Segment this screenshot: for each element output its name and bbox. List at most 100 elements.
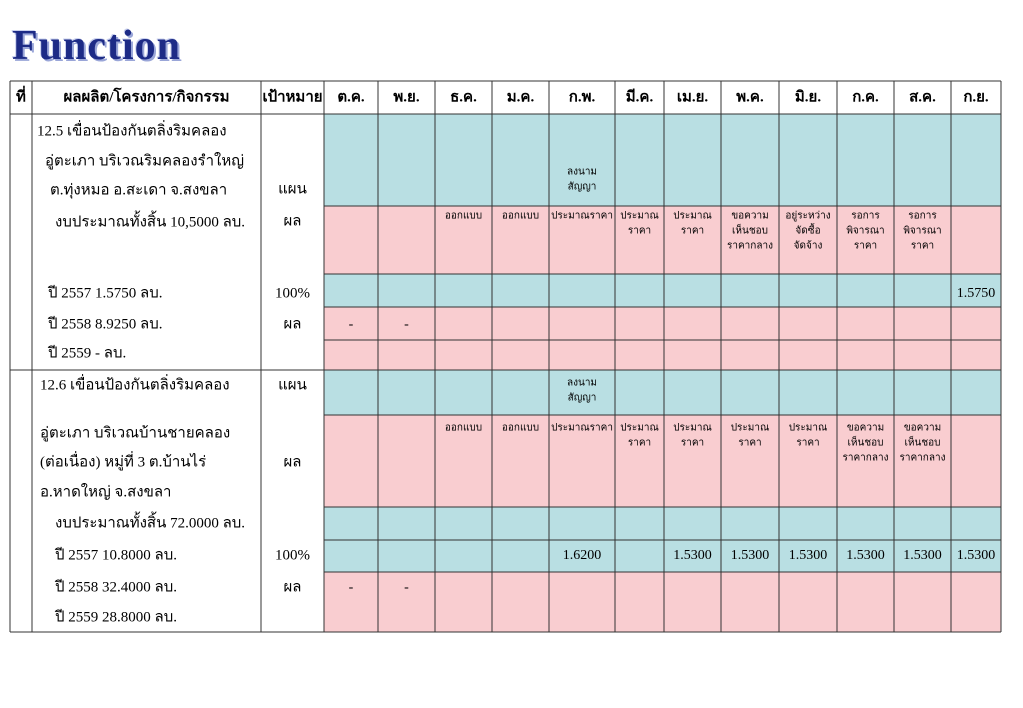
column-header: เม.ย. [677, 89, 709, 105]
activity-line: อู่ตะเภา บริเวณริมคลองรำใหญ่ [45, 151, 244, 169]
activity-line: 12.5 เขื่อนป้องกันตลิ่งริมคลอง [37, 119, 227, 139]
month-cell: 1.5300 [903, 548, 942, 563]
target: ผล [284, 454, 302, 470]
column-header: ก.พ. [569, 89, 596, 105]
column-header: ก.ย. [963, 89, 989, 105]
month-cell: ประมาณ [673, 210, 712, 221]
cell-band [324, 307, 1001, 370]
month-cell: ออกแบบ [445, 210, 482, 221]
month-cell: 1.6200 [563, 548, 602, 563]
month-cell: พิจารณา [846, 225, 884, 236]
month-cell: 1.5750 [957, 286, 996, 301]
month-cell: ออกแบบ [445, 422, 482, 433]
column-header: พ.ค. [736, 89, 764, 105]
target: ผล [284, 213, 302, 229]
month-cell: 1.5300 [846, 548, 885, 563]
month-cell: ลงนาม [567, 377, 597, 388]
month-cell: เห็นชอบ [848, 434, 884, 448]
month-cell: ลงนาม [567, 166, 597, 177]
month-cell: ประมาณ [620, 210, 659, 221]
month-cell: ราคากลาง [727, 240, 773, 251]
month-cell: จัดซื้อ [795, 222, 820, 236]
activity-line: งบประมาณทั้งสิ้น 10,5000 ลบ. [55, 210, 245, 230]
month-cell: จัดจ้าง [794, 239, 823, 251]
month-cell: ราคา [681, 437, 704, 448]
month-cell: พิจารณา [903, 225, 941, 236]
month-cell: เห็นชอบ [905, 434, 941, 448]
target: ผล [284, 316, 302, 332]
month-cell: ขอความ [847, 422, 884, 433]
month-cell: - [404, 317, 409, 332]
month-cell: - [404, 580, 409, 595]
cell-band [324, 572, 1001, 632]
activity-line: (ต่อเนื่อง) หมู่ที่ 3 ต.บ้านไร่ [40, 450, 206, 470]
cell-band [324, 415, 1001, 507]
cell-band [324, 114, 1001, 206]
activity-line: ปี 2559 - ลบ. [47, 344, 126, 361]
month-cell: ออกแบบ [502, 422, 539, 433]
activity-line: ปี 2558 8.9250 ลบ. [47, 315, 162, 332]
column-header: ที่ [16, 85, 26, 105]
month-cell: 1.5300 [731, 548, 770, 563]
month-cell: ประมาณ [789, 422, 828, 433]
column-header: ต.ค. [337, 89, 365, 105]
month-cell: ราคากลาง [843, 452, 889, 463]
month-cell: ราคา [628, 437, 651, 448]
month-cell: ประมาณ [673, 422, 712, 433]
month-cell: เห็นชอบ [732, 222, 768, 236]
cell-band [324, 274, 1001, 307]
activity-line: งบประมาณทั้งสิ้น 72.0000 ลบ. [55, 511, 245, 531]
activity-line: ต.ทุ่งหมอ อ.สะเดา จ.สงขลา [50, 182, 227, 199]
target: 100% [275, 547, 310, 563]
month-cell: รอการ [908, 210, 937, 221]
activity-line: ปี 2557 10.8000 ลบ. [54, 546, 177, 563]
month-cell: ราคา [911, 240, 934, 251]
month-cell: ประมาณราคา [551, 422, 613, 433]
month-cell: ออกแบบ [502, 210, 539, 221]
month-cell: สัญญา [568, 392, 597, 403]
month-cell: ราคา [681, 225, 704, 236]
column-header: มิ.ย. [795, 87, 821, 105]
month-cell: ราคากลาง [900, 452, 946, 463]
month-cell: ขอความ [904, 422, 941, 433]
month-cell: ประมาณราคา [551, 210, 613, 221]
column-header: ธ.ค. [450, 89, 477, 105]
activity-line: 12.6 เขื่อนป้องกันตลิ่งริมคลอง [40, 373, 230, 393]
cell-band [324, 206, 1001, 274]
column-header: ผลผลิต/โครงการ/กิจกรรม [63, 86, 229, 105]
month-cell: ราคา [796, 437, 819, 448]
activity-line: อ.หาดใหญ่ จ.สงขลา [40, 482, 171, 500]
month-cell: สัญญา [568, 181, 597, 192]
page-title: Function [12, 23, 182, 69]
cell-band [324, 370, 1001, 415]
target: 100% [275, 285, 310, 301]
month-cell: 1.5300 [789, 548, 828, 563]
month-cell: ราคา [628, 225, 651, 236]
month-cell: ราคา [854, 240, 877, 251]
activity-line: ปี 2557 1.5750 ลบ. [47, 284, 162, 301]
month-cell: - [349, 317, 354, 332]
column-header: มี.ค. [626, 88, 654, 105]
month-cell: อยู่ระหว่าง [785, 210, 830, 221]
target: แผน [278, 377, 307, 393]
activity-line: ปี 2559 28.8000 ลบ. [54, 608, 177, 625]
month-cell: ประมาณ [620, 422, 659, 433]
column-header: ม.ค. [507, 89, 535, 105]
month-cell: 1.5300 [957, 548, 996, 563]
target: แผน [278, 181, 307, 197]
column-header: พ.ย. [393, 89, 419, 105]
column-header: ส.ค. [909, 89, 936, 105]
month-cell: ประมาณ [731, 422, 770, 433]
month-cell: - [349, 580, 354, 595]
month-cell: ขอความ [731, 210, 768, 221]
target: ผล [284, 579, 302, 595]
activity-line: ปี 2558 32.4000 ลบ. [54, 578, 177, 595]
month-cell: รอการ [851, 210, 880, 221]
month-cell: 1.5300 [673, 548, 712, 563]
column-header: ก.ค. [852, 89, 879, 105]
month-cell: ราคา [738, 437, 761, 448]
column-header: เป้าหมาย [262, 88, 322, 105]
activity-line: อู่ตะเภา บริเวณบ้านชายคลอง [40, 424, 230, 441]
